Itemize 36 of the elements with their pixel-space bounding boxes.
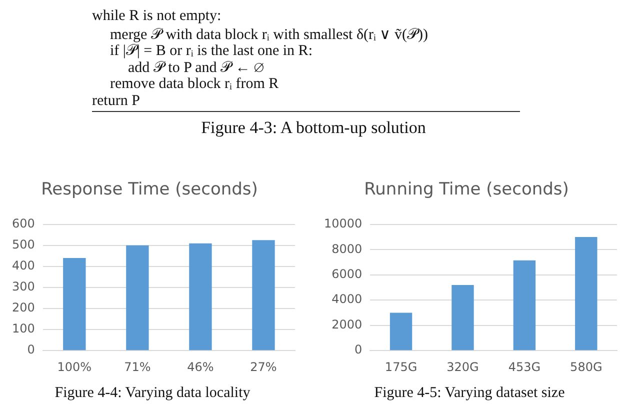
caption: Figure 4-5: Varying dataset size [373, 385, 566, 402]
chart-title: Running Time (seconds) [364, 180, 569, 200]
x-tick-label: 453G [508, 360, 541, 374]
x-tick-label: 320G [446, 360, 479, 374]
y-tick-label: 600 [12, 216, 35, 231]
y-tick-label: 6000 [332, 267, 362, 282]
y-tick-label: 100 [12, 322, 35, 336]
bar [575, 237, 598, 350]
bar [390, 312, 412, 350]
bar [513, 260, 536, 350]
caption: Figure 4-4: Varying data locality [54, 385, 252, 402]
caption: Figure 4-3: A bottom-up solution [200, 118, 427, 138]
x-tick-label: 580G [570, 360, 602, 374]
y-tick-label: 0 [354, 342, 362, 357]
y-tick-label: 200 [12, 300, 35, 315]
text: merge 𝒫 with data block rᵢ with smallest δ(rᵢ ∨ ṽ(𝒫)) [110, 26, 428, 44]
x-tick-label: 175G [384, 360, 418, 374]
y-tick-label: 300 [12, 280, 35, 294]
chart-title: Response Time (seconds) [41, 180, 258, 200]
y-tick-label: 500 [12, 238, 35, 252]
y-tick-label: 4000 [332, 292, 362, 306]
x-tick-label: 46% [187, 360, 214, 374]
x-tick-label: 71% [124, 360, 151, 374]
text: if |𝒫| = B or rᵢ is the last one in R: [110, 42, 312, 60]
text: remove data block rᵢ from R [110, 76, 279, 93]
y-tick-label: 2000 [332, 317, 362, 332]
bar [452, 284, 474, 350]
y-tick-label: 8000 [332, 242, 362, 256]
text: while R is not empty: [92, 8, 222, 25]
y-tick-label: 0 [27, 342, 35, 357]
y-tick-label: 10000 [324, 216, 362, 231]
text: add 𝒫 to P and 𝒫 ← ∅ [128, 59, 264, 77]
x-tick-label: 27% [250, 360, 277, 374]
text: return P [92, 93, 140, 110]
x-tick-label: 100% [57, 360, 92, 374]
y-tick-label: 400 [12, 258, 35, 273]
